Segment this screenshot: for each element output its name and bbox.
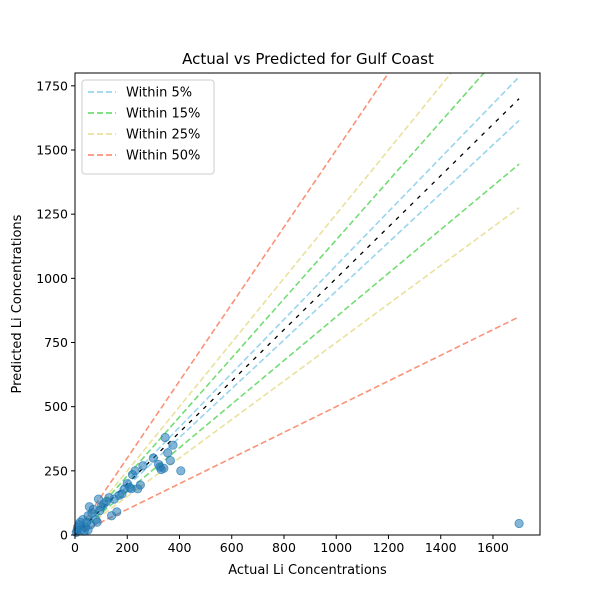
x-axis-ticks: 0 200 400 600 800 1000 1200 1400 1600: [71, 535, 509, 555]
band-line-within-25--upper: [75, 73, 453, 535]
x-tick-label: 0: [71, 540, 79, 555]
legend-box: [81, 79, 215, 175]
y-tick-label: 0: [60, 528, 68, 543]
data-point: [160, 432, 170, 443]
x-tick-label: 1400: [425, 540, 457, 555]
y-tick-label: 750: [44, 335, 68, 350]
x-tick-label: 1600: [477, 540, 509, 555]
data-point: [135, 480, 145, 490]
data-point: [165, 455, 175, 466]
data-point: [130, 466, 140, 476]
data-point: [168, 440, 178, 450]
x-tick-label: 1200: [373, 540, 405, 555]
ideal-line: [74, 98, 520, 536]
band-line-within-15--upper: [75, 73, 485, 535]
legend: Within 5% Within 15% Within 25% Within 50%: [81, 79, 215, 175]
x-tick-label: 800: [272, 540, 296, 555]
chart-title: Actual vs Predicted for Gulf Coast: [182, 50, 434, 68]
y-tick-label: 1500: [36, 143, 68, 158]
band-line-within-50--upper: [75, 73, 390, 535]
x-tick-label: 200: [115, 540, 139, 555]
band-line-within-50--lower: [75, 316, 520, 535]
band-line-within-5--lower: [75, 119, 520, 535]
data-point: [163, 448, 173, 458]
y-axis-label: Predicted Li Concentrations: [10, 214, 25, 393]
legend-label: Within 50%: [126, 149, 200, 164]
data-point: [112, 507, 122, 517]
data-point: [92, 517, 102, 527]
x-axis-label: Actual Li Concentrations: [228, 563, 387, 578]
legend-label: Within 5%: [126, 86, 192, 101]
band-line-within-15--lower: [75, 163, 520, 535]
ideal-line-path: [74, 98, 520, 536]
data-point: [148, 453, 158, 463]
legend-label: Within 25%: [126, 128, 200, 143]
data-point: [159, 463, 169, 473]
y-axis-ticks: 0 250 500 750 1000 1250 1500 1750: [36, 78, 75, 543]
data-point: [514, 518, 524, 529]
x-tick-label: 600: [220, 540, 244, 555]
x-tick-label: 400: [168, 540, 192, 555]
band-line-within-5--upper: [75, 76, 520, 535]
data-point: [176, 466, 186, 476]
y-tick-label: 1250: [36, 207, 68, 222]
legend-label: Within 15%: [126, 107, 200, 122]
band-line-within-25--lower: [75, 207, 520, 535]
y-tick-label: 1000: [36, 271, 68, 286]
plot-frame: [74, 72, 541, 536]
y-tick-label: 1750: [36, 78, 68, 93]
x-tick-label: 1000: [320, 540, 352, 555]
y-tick-label: 250: [44, 463, 68, 478]
data-point: [138, 461, 148, 471]
y-tick-label: 500: [44, 399, 68, 414]
tolerance-bands: [75, 73, 520, 535]
